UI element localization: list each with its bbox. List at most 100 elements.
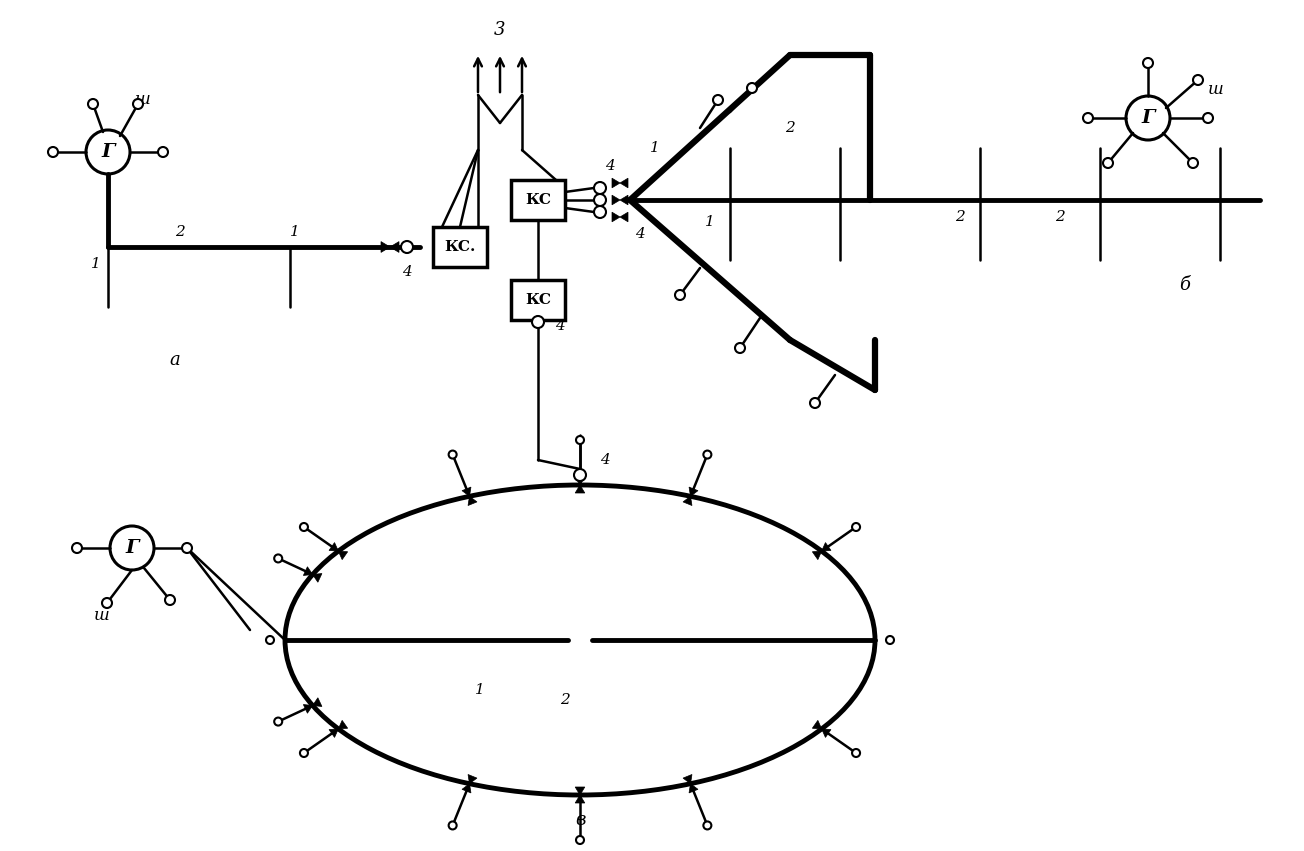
Text: 4: 4 xyxy=(402,265,412,279)
Circle shape xyxy=(595,194,606,206)
Text: 2: 2 xyxy=(175,225,185,239)
Circle shape xyxy=(274,717,282,726)
Circle shape xyxy=(576,836,584,844)
Polygon shape xyxy=(812,721,822,729)
Text: ш: ш xyxy=(94,608,110,625)
Circle shape xyxy=(300,523,308,531)
Text: КС: КС xyxy=(526,193,552,207)
Circle shape xyxy=(1188,158,1198,168)
Text: 2: 2 xyxy=(955,210,965,224)
Polygon shape xyxy=(381,242,390,253)
Polygon shape xyxy=(812,551,822,560)
Polygon shape xyxy=(338,721,348,729)
Text: a: a xyxy=(170,351,180,369)
Circle shape xyxy=(735,343,745,353)
Polygon shape xyxy=(619,178,629,188)
Text: б: б xyxy=(1180,276,1191,294)
Bar xyxy=(511,280,565,320)
Polygon shape xyxy=(462,487,471,496)
Circle shape xyxy=(133,99,143,109)
Circle shape xyxy=(1084,113,1093,123)
Circle shape xyxy=(885,636,895,644)
Circle shape xyxy=(48,147,57,157)
Polygon shape xyxy=(338,551,348,560)
Circle shape xyxy=(574,469,585,481)
Circle shape xyxy=(449,821,456,830)
Text: Г: Г xyxy=(1141,109,1155,127)
Text: 1: 1 xyxy=(651,141,660,155)
Circle shape xyxy=(703,450,712,459)
Polygon shape xyxy=(304,567,313,575)
Polygon shape xyxy=(612,178,619,188)
Circle shape xyxy=(703,821,712,830)
Polygon shape xyxy=(619,212,629,222)
Circle shape xyxy=(102,598,112,608)
Circle shape xyxy=(576,436,584,444)
Polygon shape xyxy=(575,795,584,803)
Circle shape xyxy=(274,555,282,563)
Circle shape xyxy=(300,749,308,757)
Circle shape xyxy=(72,543,82,553)
Circle shape xyxy=(852,749,861,757)
Circle shape xyxy=(747,83,758,93)
Circle shape xyxy=(158,147,168,157)
Polygon shape xyxy=(329,543,338,551)
Text: 1: 1 xyxy=(475,683,485,697)
Polygon shape xyxy=(390,242,399,253)
Text: Г: Г xyxy=(102,143,115,161)
Text: Г: Г xyxy=(125,539,138,557)
Circle shape xyxy=(595,182,606,194)
Polygon shape xyxy=(822,729,831,738)
Polygon shape xyxy=(575,485,584,493)
Polygon shape xyxy=(313,574,322,582)
Circle shape xyxy=(1103,158,1114,168)
Polygon shape xyxy=(575,787,584,795)
Circle shape xyxy=(852,523,861,531)
Bar xyxy=(433,227,486,267)
Polygon shape xyxy=(462,784,471,793)
Circle shape xyxy=(1193,75,1204,85)
Polygon shape xyxy=(612,212,619,222)
Circle shape xyxy=(595,206,606,218)
Text: 2: 2 xyxy=(1055,210,1065,224)
Polygon shape xyxy=(822,543,831,551)
Circle shape xyxy=(532,316,544,328)
Polygon shape xyxy=(612,195,619,205)
Circle shape xyxy=(1144,58,1153,68)
Polygon shape xyxy=(313,698,322,706)
Text: 1: 1 xyxy=(91,257,100,271)
Text: 4: 4 xyxy=(635,227,645,241)
Polygon shape xyxy=(689,487,698,496)
Text: 3: 3 xyxy=(494,21,506,39)
Text: КС: КС xyxy=(526,293,552,307)
Circle shape xyxy=(1204,113,1213,123)
Circle shape xyxy=(183,543,192,553)
Polygon shape xyxy=(304,705,313,713)
Text: 2: 2 xyxy=(561,693,570,707)
Text: 1: 1 xyxy=(289,225,300,239)
Text: ш: ш xyxy=(136,90,151,107)
Polygon shape xyxy=(689,784,698,793)
Text: в: в xyxy=(575,811,585,829)
Text: КС.: КС. xyxy=(445,240,476,254)
Polygon shape xyxy=(619,195,629,205)
Polygon shape xyxy=(329,729,338,738)
Text: 4: 4 xyxy=(556,319,565,333)
Polygon shape xyxy=(468,496,477,505)
Circle shape xyxy=(713,95,722,105)
Polygon shape xyxy=(468,774,477,784)
Circle shape xyxy=(87,99,98,109)
Bar xyxy=(511,180,565,220)
Polygon shape xyxy=(683,774,692,784)
Text: 4: 4 xyxy=(600,453,610,467)
Polygon shape xyxy=(683,496,692,505)
Circle shape xyxy=(810,398,820,408)
Polygon shape xyxy=(575,477,584,485)
Circle shape xyxy=(166,595,175,605)
Text: 1: 1 xyxy=(705,215,715,229)
Circle shape xyxy=(449,450,456,459)
Text: 2: 2 xyxy=(785,121,795,135)
Text: 4: 4 xyxy=(605,159,615,173)
Circle shape xyxy=(266,636,274,644)
Circle shape xyxy=(402,241,413,253)
